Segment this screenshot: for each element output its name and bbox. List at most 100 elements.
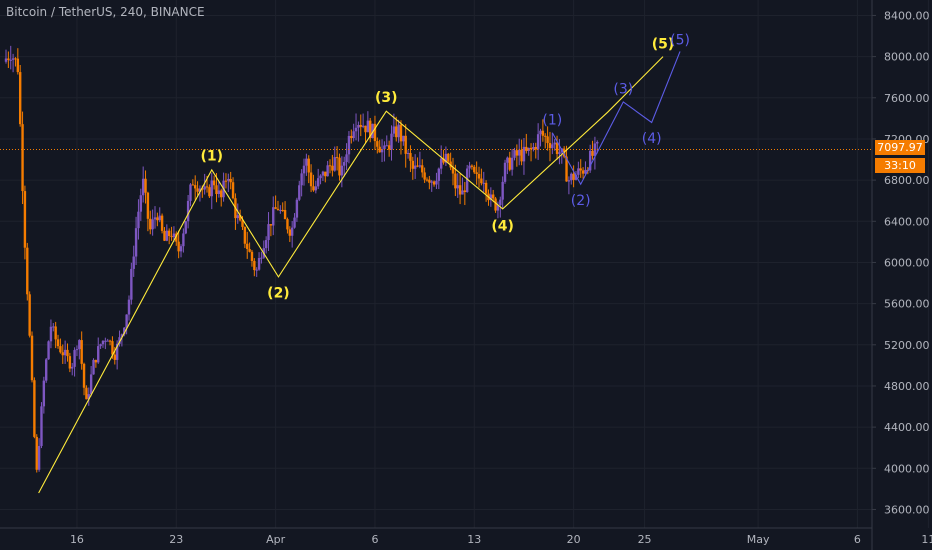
x-tick-label: Apr bbox=[266, 533, 286, 546]
candle-body bbox=[425, 179, 429, 181]
candle-body bbox=[149, 218, 152, 230]
candle-body bbox=[267, 224, 270, 241]
candle-body bbox=[153, 217, 157, 220]
candle-body bbox=[470, 165, 474, 167]
candle-body bbox=[473, 166, 476, 173]
candle-body bbox=[120, 334, 124, 338]
candle-body bbox=[579, 168, 582, 171]
grid-lines bbox=[0, 0, 929, 528]
candle-body bbox=[298, 185, 301, 200]
candle-body bbox=[515, 150, 519, 156]
candle-body bbox=[130, 268, 133, 300]
candle-body bbox=[357, 125, 360, 128]
candle-body bbox=[274, 207, 277, 209]
candle-body bbox=[508, 157, 511, 170]
candle-body bbox=[94, 359, 98, 363]
candle-body bbox=[465, 168, 469, 193]
candle-body bbox=[290, 227, 294, 236]
wave-label-primary: (1) bbox=[200, 149, 223, 165]
candle-body bbox=[577, 168, 580, 175]
candle-body bbox=[596, 141, 599, 144]
candle-body bbox=[510, 157, 514, 170]
candle-body bbox=[307, 158, 310, 173]
x-axis[interactable]: 16 23 Apr 6 13 20 25 May 6 11 bbox=[70, 533, 932, 546]
candle-body bbox=[144, 178, 147, 193]
y-tick-label: 6400.00 bbox=[884, 215, 930, 228]
candle-body bbox=[182, 233, 185, 247]
candle-body bbox=[241, 220, 244, 227]
x-tick-label: 20 bbox=[567, 533, 581, 546]
candle-body bbox=[418, 165, 422, 167]
candle-body bbox=[312, 186, 315, 191]
y-axis[interactable]: 3600.00 4000.00 4400.00 4800.00 5200.00 5600.… bbox=[872, 9, 930, 516]
candle-body bbox=[224, 180, 228, 182]
candle-body bbox=[175, 233, 178, 242]
wave-label-primary: (5) bbox=[652, 36, 675, 52]
candle-body bbox=[191, 184, 195, 186]
chart-title: Bitcoin / TetherUS, 240, BINANCE bbox=[6, 5, 205, 19]
candle-body bbox=[548, 142, 552, 149]
candle-body bbox=[492, 194, 495, 199]
candle-body bbox=[501, 181, 504, 200]
y-tick-label: 5600.00 bbox=[884, 298, 930, 311]
candle-body bbox=[40, 406, 43, 446]
candle-body bbox=[215, 185, 218, 195]
candle-body bbox=[461, 190, 464, 195]
candle-body bbox=[328, 165, 332, 167]
candle-body bbox=[132, 256, 135, 269]
candle-body bbox=[499, 199, 502, 206]
candle-body bbox=[283, 210, 287, 220]
candle-body bbox=[236, 215, 239, 219]
candle-body bbox=[127, 299, 131, 315]
candle-body bbox=[558, 152, 561, 154]
candle-body bbox=[416, 165, 419, 167]
candle-body bbox=[281, 209, 284, 211]
candle-body bbox=[288, 229, 292, 236]
candle-body bbox=[496, 205, 500, 211]
candle-body bbox=[584, 169, 587, 174]
candle-body bbox=[570, 173, 573, 181]
candle-body bbox=[373, 123, 377, 142]
candle-body bbox=[229, 178, 232, 183]
y-tick-label: 4400.00 bbox=[884, 421, 930, 434]
candle-body bbox=[208, 187, 211, 197]
candle-body bbox=[484, 182, 488, 194]
candle-body bbox=[238, 215, 242, 221]
candle-body bbox=[395, 126, 398, 138]
candle-body bbox=[387, 145, 391, 150]
current-price-badge: 7097.97 bbox=[875, 140, 925, 155]
candle-body bbox=[56, 339, 60, 347]
y-tick-label: 7600.00 bbox=[884, 92, 930, 105]
candle-body bbox=[406, 152, 410, 154]
y-tick-label: 4000.00 bbox=[884, 462, 930, 475]
wave-label-primary: (3) bbox=[375, 90, 398, 106]
candle-body bbox=[539, 130, 542, 135]
candle-body bbox=[141, 178, 145, 196]
candle-body bbox=[248, 249, 251, 252]
candle-body bbox=[302, 165, 306, 174]
candle-body bbox=[54, 326, 57, 340]
candle-body bbox=[134, 228, 138, 257]
candle-body bbox=[250, 251, 254, 261]
candle-body bbox=[513, 150, 516, 158]
candle-body bbox=[480, 178, 483, 184]
candle-body bbox=[364, 125, 367, 133]
candle-body bbox=[16, 58, 20, 73]
candle-body bbox=[9, 59, 12, 61]
candle-body bbox=[432, 181, 436, 185]
candle-body bbox=[276, 208, 280, 210]
candle-body bbox=[253, 260, 256, 271]
candle-body bbox=[385, 145, 388, 147]
x-tick-label: 23 bbox=[169, 533, 183, 546]
candle-body bbox=[165, 230, 169, 241]
candle-body bbox=[529, 147, 533, 150]
candle-body bbox=[85, 387, 88, 400]
x-tick-label: 6 bbox=[854, 533, 861, 546]
candle-body bbox=[335, 157, 339, 159]
candle-body bbox=[231, 182, 235, 199]
x-tick-label: 6 bbox=[371, 533, 378, 546]
candle-body bbox=[4, 58, 8, 62]
candle-body bbox=[361, 125, 365, 127]
candle-body bbox=[194, 185, 197, 189]
